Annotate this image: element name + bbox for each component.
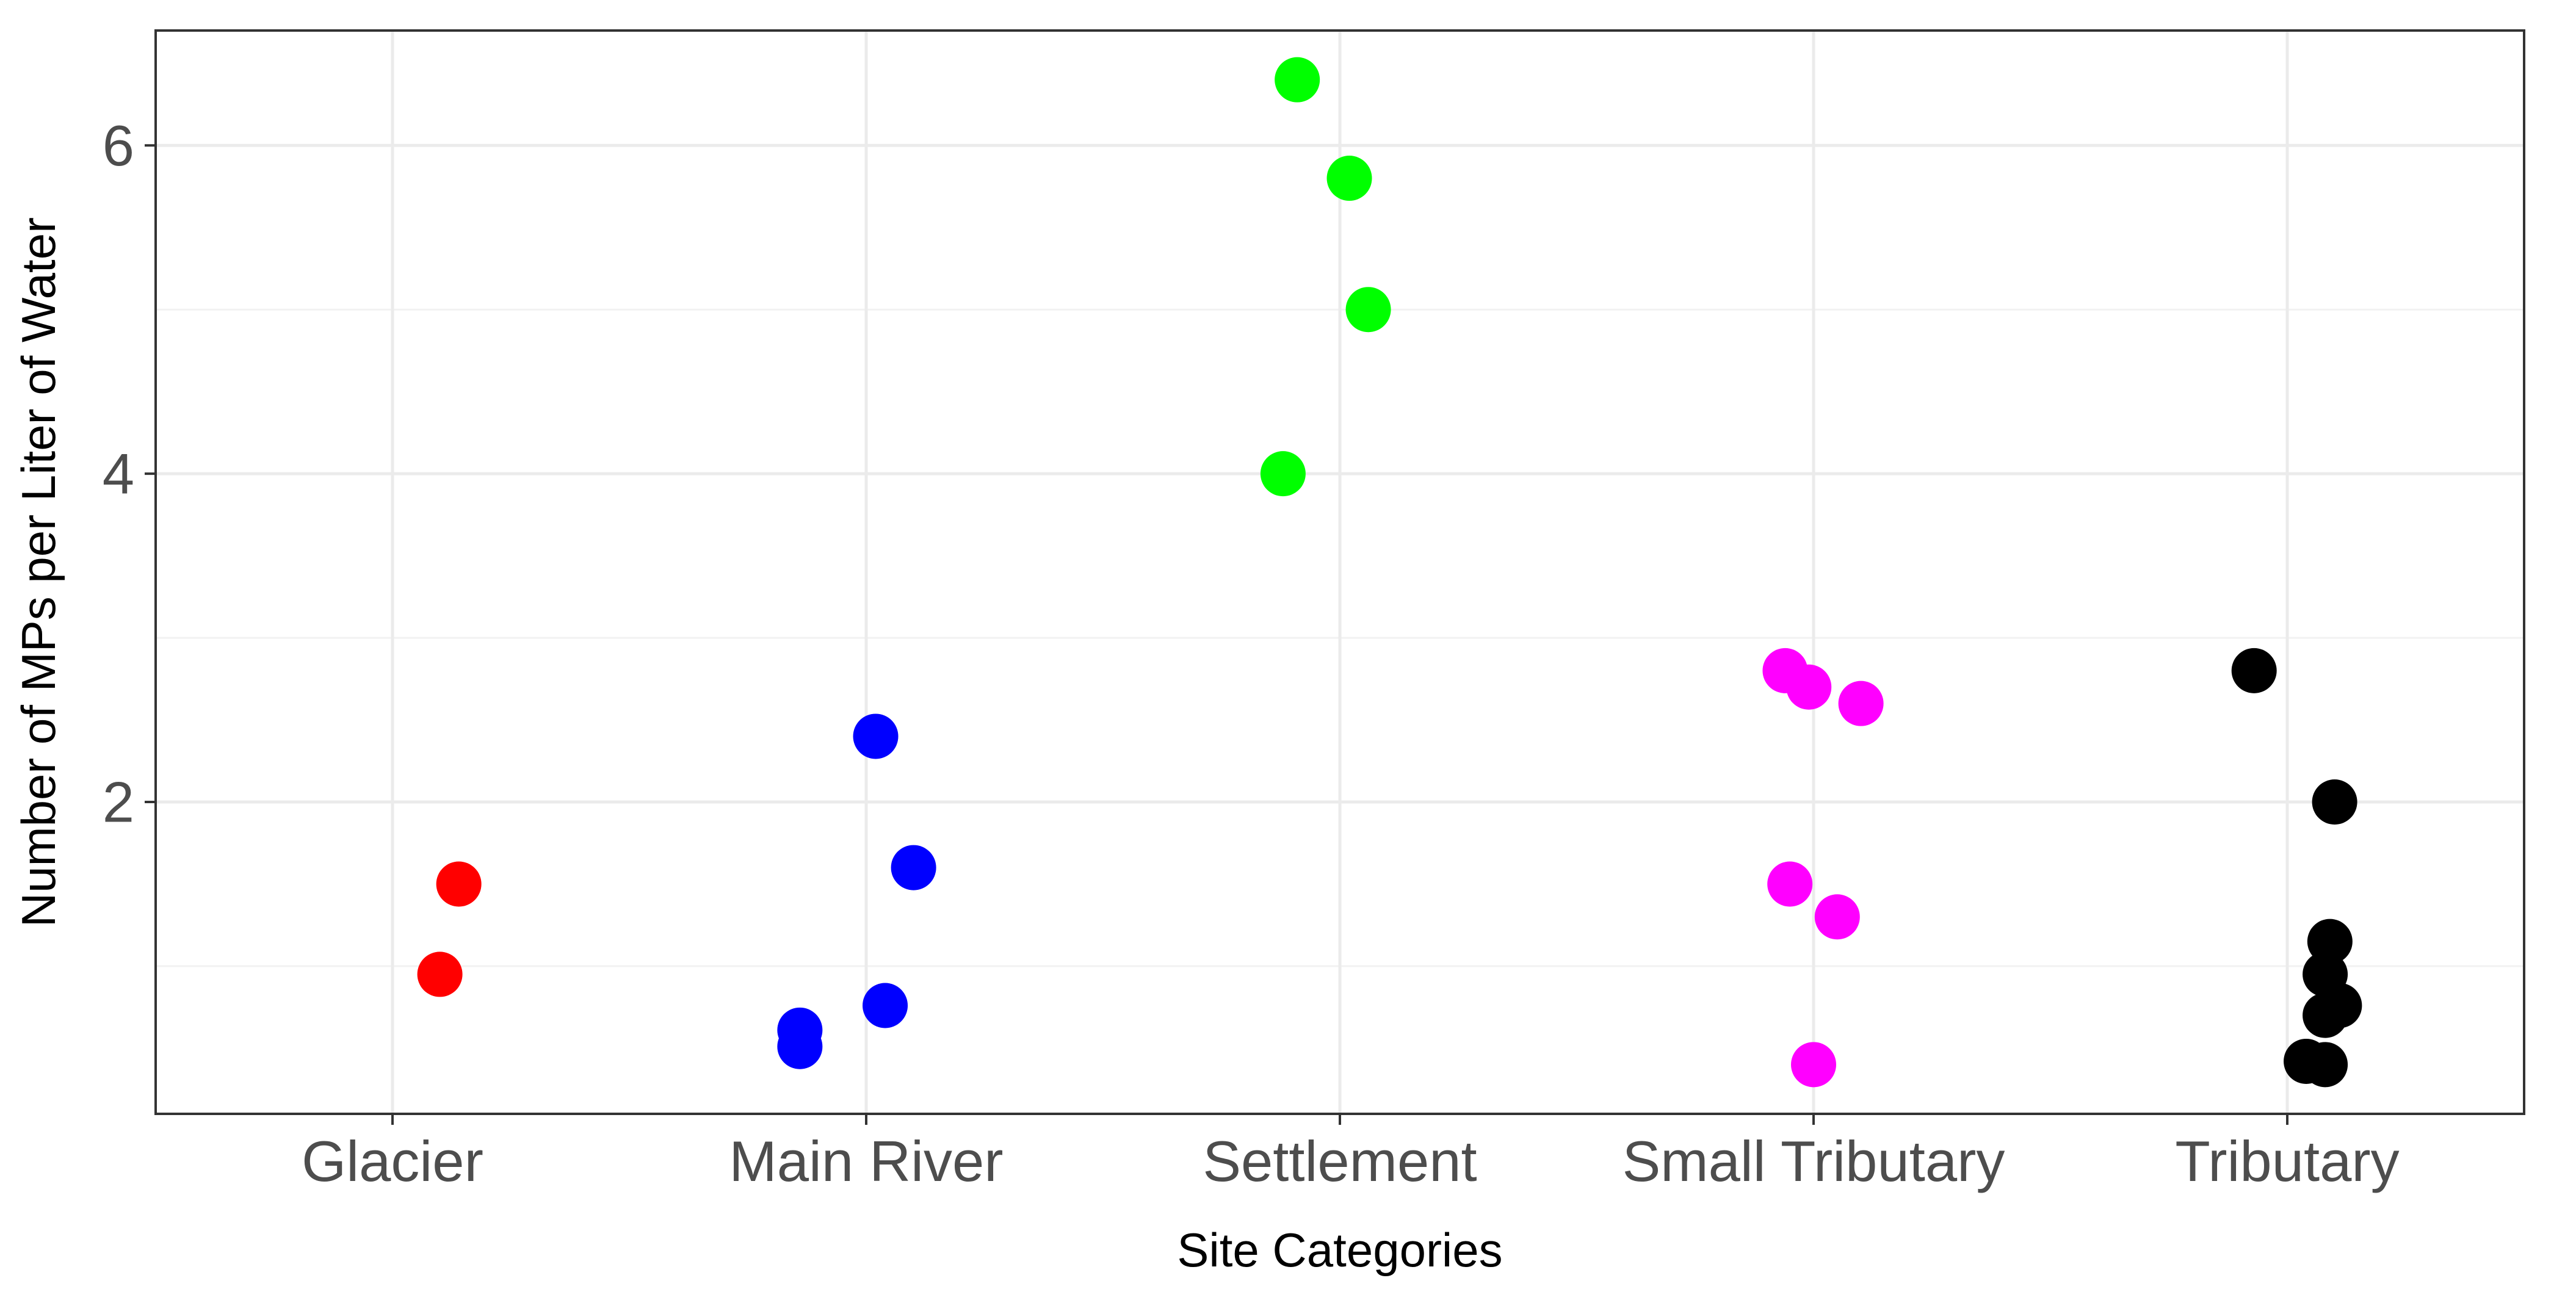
data-point — [2303, 1042, 2348, 1088]
y-tick-label: 2 — [103, 770, 134, 834]
grid-layer — [156, 31, 2524, 1114]
data-point — [1326, 156, 1372, 201]
data-point — [2231, 648, 2277, 693]
x-tick-label: Settlement — [1203, 1129, 1477, 1193]
x-tick-label: Main River — [729, 1129, 1003, 1193]
data-point — [1345, 287, 1391, 333]
x-axis-title: Site Categories — [1177, 1223, 1502, 1277]
data-point — [1260, 451, 1306, 497]
data-point — [863, 983, 908, 1028]
y-tick-label: 4 — [103, 442, 134, 506]
data-point — [1814, 894, 1860, 940]
data-point — [1767, 861, 1813, 907]
data-point — [1791, 1042, 1836, 1088]
data-point — [853, 713, 899, 759]
y-axis-title: Number of MPs per Liter of Water — [12, 217, 65, 927]
data-point — [417, 952, 463, 997]
x-tick-label: Tributary — [2175, 1129, 2399, 1193]
data-point — [891, 845, 936, 890]
x-tick-label: Small Tributary — [1623, 1129, 2005, 1193]
data-point — [436, 861, 482, 907]
data-point — [2312, 779, 2357, 825]
data-point — [1275, 57, 1320, 103]
data-point — [777, 1024, 823, 1069]
data-point — [2303, 992, 2348, 1038]
y-tick-label: 6 — [103, 114, 134, 178]
data-point — [1838, 681, 1884, 726]
axis-layer: 2 4 6 Glacier Main River Settlement Small Trib… — [103, 114, 2400, 1193]
points-layer — [417, 57, 2362, 1088]
data-point — [1786, 664, 1832, 710]
x-tick-label: Glacier — [302, 1129, 483, 1193]
